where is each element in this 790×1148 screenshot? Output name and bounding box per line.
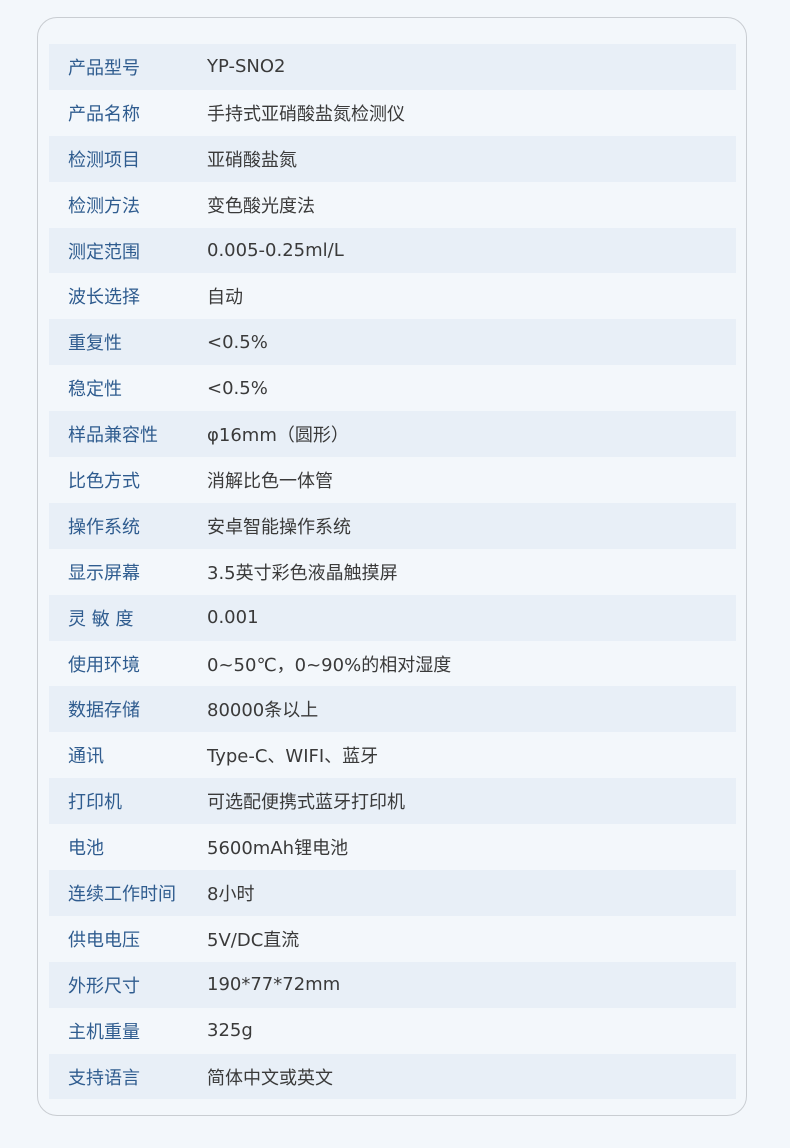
spec-label: 打印机	[68, 792, 122, 814]
spec-value: <0.5%	[207, 377, 268, 399]
spec-label: 外形尺寸	[68, 975, 140, 997]
spec-row: 通讯 Type-C、WIFI、蓝牙	[49, 732, 736, 778]
spec-value: 安卓智能操作系统	[207, 516, 351, 538]
spec-label: 比色方式	[68, 470, 140, 492]
spec-value: φ16mm（圆形）	[207, 425, 349, 447]
spec-value: 325g	[207, 1020, 253, 1042]
spec-label: 稳定性	[68, 379, 122, 401]
spec-value: 5V/DC直流	[207, 929, 300, 951]
spec-row: 检测方法 变色酸光度法	[49, 182, 736, 228]
spec-row: 稳定性 <0.5%	[49, 365, 736, 411]
spec-value: 消解比色一体管	[207, 470, 333, 492]
spec-row: 数据存储 80000条以上	[49, 686, 736, 733]
spec-row: 测定范围 0.005-0.25ml/L	[49, 227, 736, 274]
spec-row: 支持语言 简体中文或英文	[49, 1053, 736, 1100]
spec-label: 显示屏幕	[68, 562, 140, 584]
spec-value: <0.5%	[207, 331, 268, 353]
spec-row: 波长选择 自动	[49, 273, 736, 319]
spec-row: 检测项目 亚硝酸盐氮	[49, 135, 736, 182]
spec-label: 检测方法	[68, 195, 140, 217]
spec-row: 灵 敏 度 0.001	[49, 594, 736, 641]
spec-value: 80000条以上	[207, 700, 319, 722]
spec-value: 8小时	[207, 883, 255, 905]
spec-row: 重复性 <0.5%	[49, 319, 736, 366]
spec-label: 灵 敏 度	[68, 608, 134, 630]
spec-value: 0.001	[207, 607, 259, 629]
spec-row: 外形尺寸 190*77*72mm	[49, 961, 736, 1008]
spec-card	[37, 17, 747, 1116]
spec-value: 190*77*72mm	[207, 974, 341, 996]
spec-row: 使用环境 0~50℃，0~90%的相对湿度	[49, 641, 736, 687]
spec-row: 显示屏幕 3.5英寸彩色液晶触摸屏	[49, 549, 736, 595]
spec-label: 波长选择	[68, 287, 140, 309]
spec-value: YP-SNO2	[207, 56, 286, 78]
spec-label: 检测项目	[68, 149, 140, 171]
spec-label: 支持语言	[68, 1067, 140, 1089]
spec-row: 操作系统 安卓智能操作系统	[49, 502, 736, 549]
spec-table: 产品型号 YP-SNO2 产品名称 手持式亚硝酸盐氮检测仪检测项目 亚硝酸盐氮检测方法 变…	[49, 44, 736, 1100]
spec-value: 可选配便携式蓝牙打印机	[207, 792, 405, 814]
spec-value: 手持式亚硝酸盐氮检测仪	[207, 103, 405, 125]
spec-label: 操作系统	[68, 516, 140, 538]
spec-value: 自动	[207, 287, 243, 309]
spec-value: 0.005-0.25ml/L	[207, 240, 344, 261]
spec-value: 亚硝酸盐氮	[207, 149, 297, 171]
spec-row: 样品兼容性 φ16mm（圆形）	[49, 411, 736, 458]
spec-row: 产品型号 YP-SNO2	[49, 44, 736, 90]
spec-row: 打印机 可选配便携式蓝牙打印机	[49, 778, 736, 825]
spec-value: 5600mAh锂电池	[207, 838, 349, 860]
spec-row: 电池 5600mAh锂电池	[49, 824, 736, 870]
spec-value: 简体中文或英文	[207, 1067, 333, 1089]
spec-label: 连续工作时间	[68, 883, 176, 905]
spec-value: Type-C、WIFI、蓝牙	[207, 746, 379, 768]
spec-label: 供电电压	[68, 929, 140, 951]
spec-value: 3.5英寸彩色液晶触摸屏	[207, 562, 398, 584]
spec-label: 通讯	[68, 746, 104, 768]
spec-row: 比色方式 消解比色一体管	[49, 457, 736, 503]
spec-value: 变色酸光度法	[207, 195, 315, 217]
spec-row: 连续工作时间 8小时	[49, 870, 736, 916]
spec-value: 0~50℃，0~90%的相对湿度	[207, 654, 452, 676]
spec-label: 测定范围	[68, 241, 140, 263]
spec-label: 主机重量	[68, 1021, 140, 1043]
spec-label: 样品兼容性	[68, 425, 158, 447]
spec-label: 产品名称	[68, 103, 140, 125]
spec-label: 使用环境	[68, 654, 140, 676]
spec-label: 重复性	[68, 333, 122, 355]
spec-row: 产品名称 手持式亚硝酸盐氮检测仪	[49, 90, 736, 136]
spec-label: 电池	[68, 838, 104, 860]
spec-row: 主机重量 325g	[49, 1008, 736, 1054]
spec-label: 数据存储	[68, 700, 140, 722]
spec-row: 供电电压 5V/DC直流	[49, 916, 736, 962]
spec-label: 产品型号	[68, 57, 140, 79]
